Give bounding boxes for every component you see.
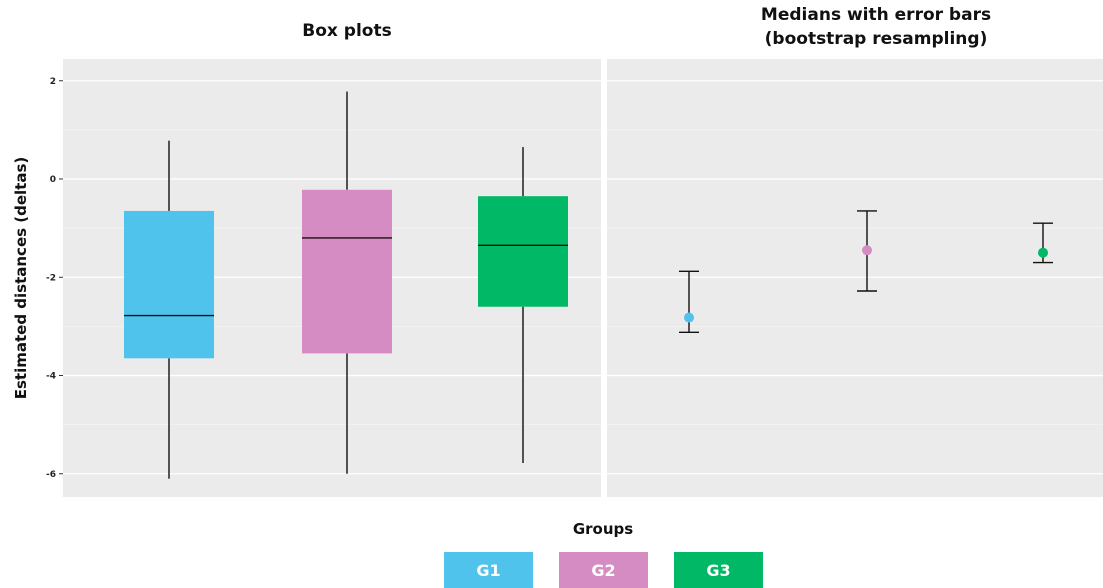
legend-swatch-g1 [444,552,533,588]
y-ticks: 2 0 -2 -4 -6 [46,77,63,480]
median-point-g2 [862,245,872,256]
legend-swatch-g3 [674,552,763,588]
legend-swatch-g2 [559,552,648,588]
error-bars-title-line-2: (bootstrap resampling) [765,29,988,49]
legend-label-g3: G3 [706,561,730,580]
y-tick-label: -4 [46,372,56,382]
median-point-g3 [1038,247,1048,258]
y-tick-label: -2 [46,273,56,283]
box-g3 [478,196,568,307]
y-tick-label: 0 [50,175,56,185]
legend-title: Groups [573,520,633,538]
legend-label-g1: G1 [476,561,500,580]
y-tick-label: 2 [50,77,56,87]
median-point-g1 [684,312,694,323]
box-g1 [124,210,214,359]
panel-error-bars-bg [607,59,1103,497]
legend: G1 G2 G3 [444,552,763,588]
box-g2 [302,189,392,354]
box-plots-title: Box plots [302,21,391,41]
legend-label-g2: G2 [591,561,615,580]
y-tick-label: -6 [46,470,56,480]
box-plots [124,91,568,479]
y-axis-label: Estimated distances (deltas) [12,157,30,400]
error-bars-title-line-1: Medians with error bars [761,5,991,25]
error-bars [679,210,1053,333]
